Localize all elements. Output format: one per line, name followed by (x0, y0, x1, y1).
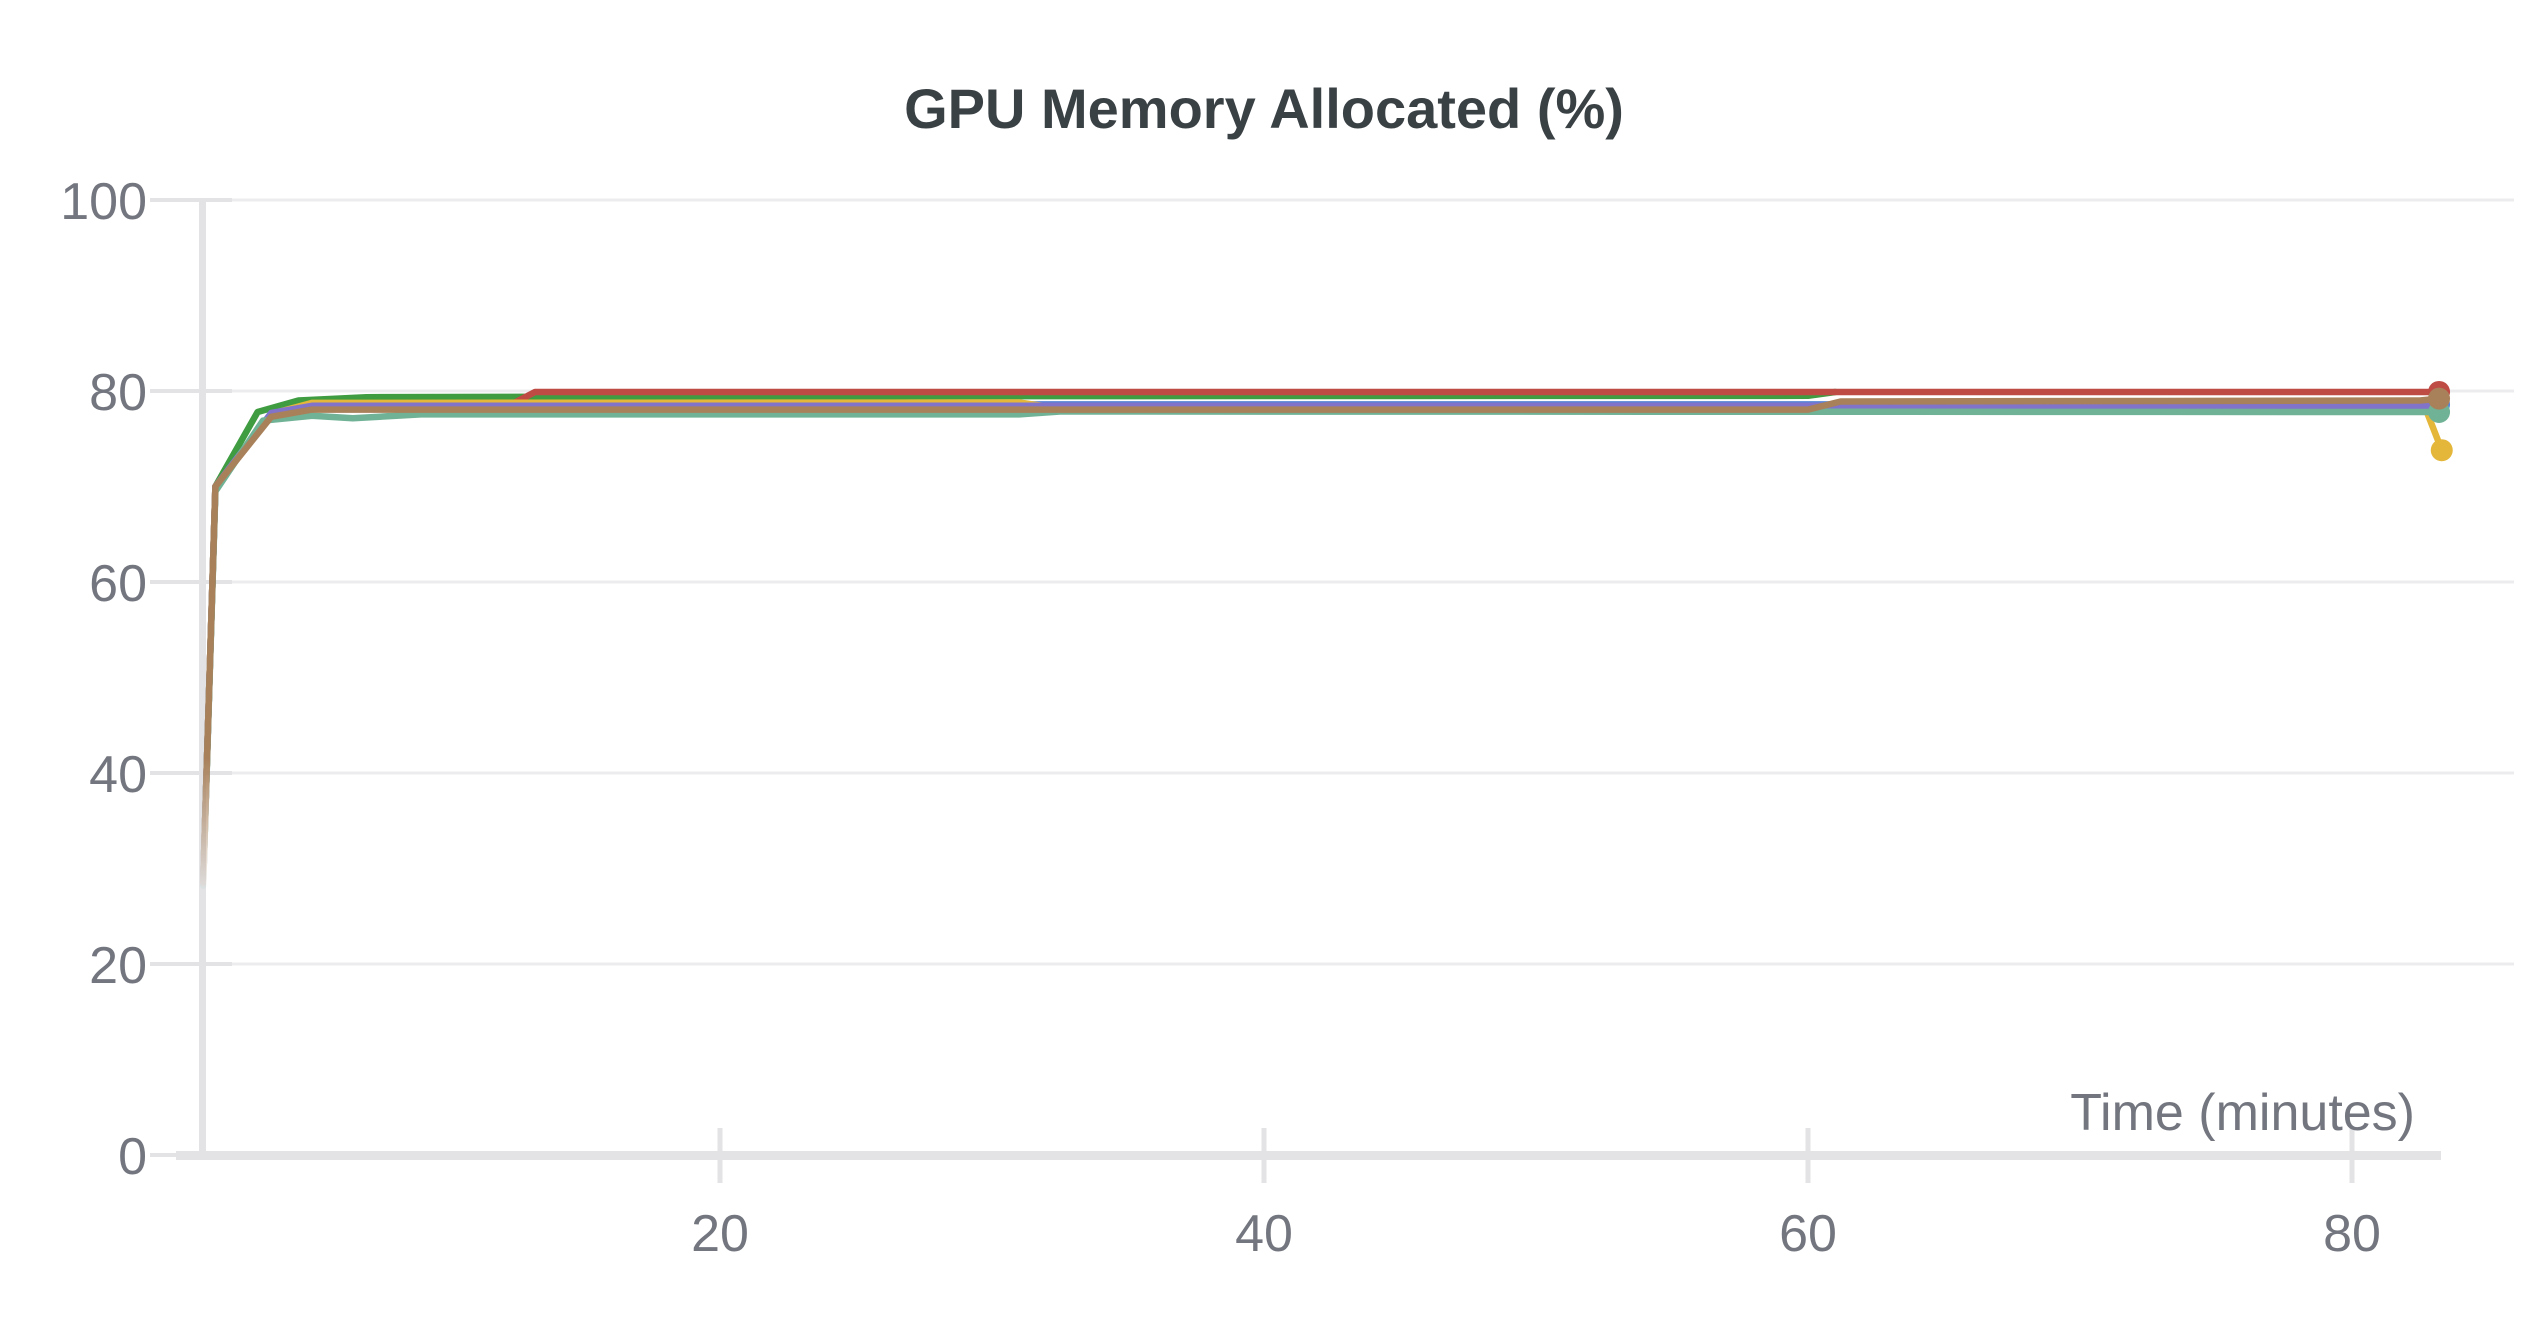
x-axis-label: Time (minutes) (2070, 1084, 2415, 1142)
series-lines (199, 380, 2453, 889)
y-tick-20 (150, 962, 232, 966)
y-tick-label-20: 20 (89, 937, 147, 995)
y-tick-label-40: 40 (89, 746, 147, 804)
tick-labels: 0 20 40 60 80 100 20 40 60 80 (60, 173, 2381, 1263)
y-tick-label-100: 100 (60, 173, 147, 231)
x-tick-label-60: 60 (1779, 1205, 1837, 1263)
series-end-dot-run-yellow (2430, 439, 2453, 462)
y-tick-80 (150, 389, 232, 393)
series-end-dot-run-brown (2428, 387, 2451, 410)
axis-lines (176, 200, 2441, 1160)
y-tick-label-60: 60 (89, 555, 147, 613)
plot-area[interactable] (199, 200, 2514, 1160)
x-tick-label-40: 40 (1235, 1205, 1293, 1263)
x-axis-line (176, 1151, 2441, 1160)
y-tick-100 (150, 198, 232, 202)
x-tick-label-80: 80 (2323, 1205, 2381, 1263)
y-tick-40 (150, 771, 232, 775)
y-axis-line (199, 200, 206, 1159)
y-tick-label-0: 0 (118, 1128, 147, 1186)
series-line-run-brown (199, 395, 2443, 887)
x-tick-label-20: 20 (691, 1205, 749, 1263)
y-tick-60 (150, 580, 232, 584)
chart-title: GPU Memory Allocated (%) (904, 77, 1624, 140)
y-tick-label-80: 80 (89, 364, 147, 422)
